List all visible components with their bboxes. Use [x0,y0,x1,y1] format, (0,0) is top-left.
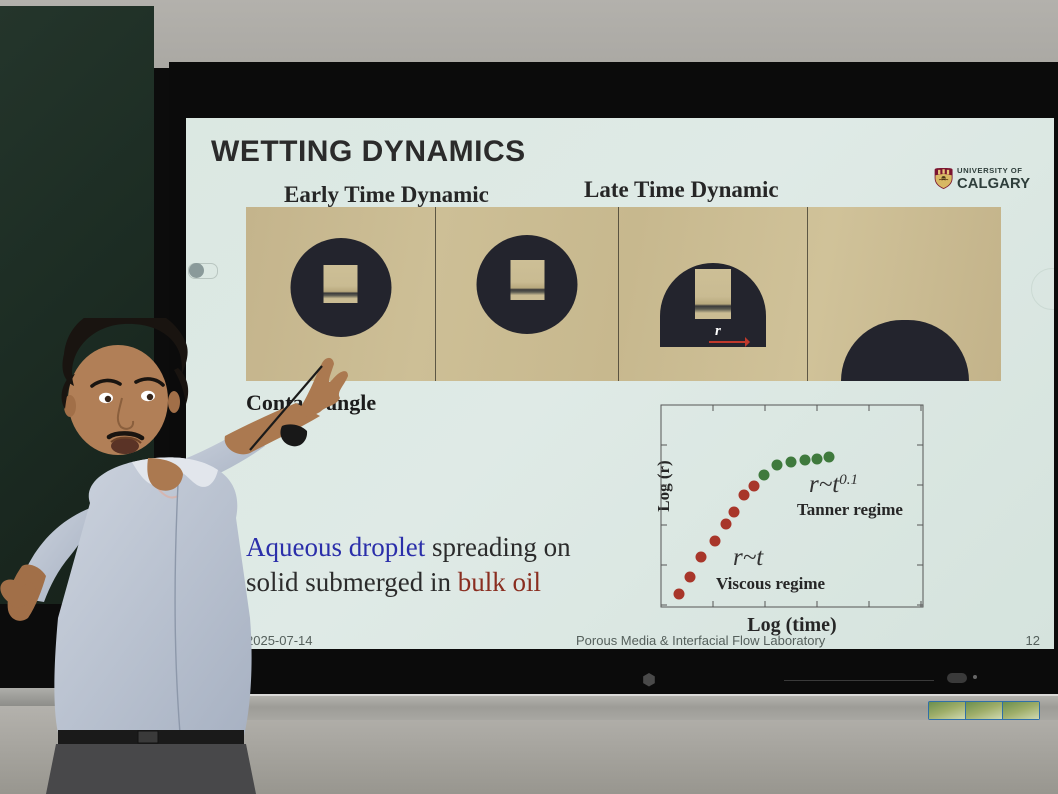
svg-text:r~t: r~t [733,544,764,571]
svg-text:r~t0.1: r~t0.1 [809,471,858,498]
svg-text:Tanner regime: Tanner regime [797,500,903,519]
svg-text:Viscous regime: Viscous regime [716,574,826,593]
